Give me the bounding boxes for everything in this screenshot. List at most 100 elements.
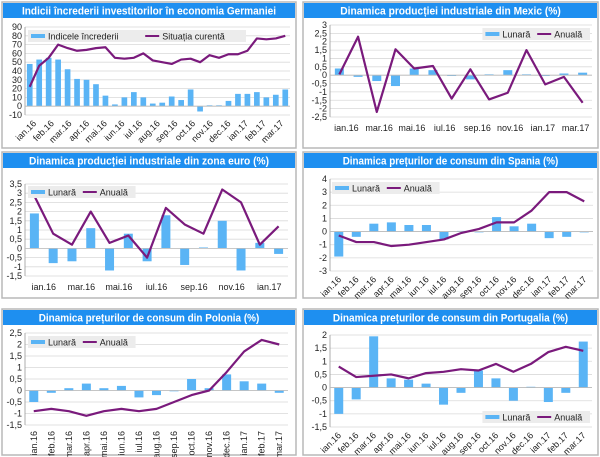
x-tick-label: mar.17 <box>562 123 590 133</box>
x-tick-label: mar.16 <box>68 282 96 292</box>
bar <box>239 381 249 391</box>
chart-panel: Dinamica prețurilor de consum din Portug… <box>302 308 599 457</box>
bar <box>484 74 494 76</box>
y-tick-label: -2 <box>319 104 327 114</box>
bar <box>48 248 58 264</box>
x-tick-label: iun.16 <box>116 431 126 456</box>
chart-title: Dinamica prețurilor de consum din Portug… <box>333 313 568 325</box>
bar <box>131 92 137 107</box>
bar <box>334 387 344 414</box>
bar <box>578 341 588 388</box>
y-tick-label: -1 <box>319 409 327 419</box>
y-tick-label: 2,5 <box>9 197 22 207</box>
panel-border <box>1 151 297 299</box>
y-tick-label: 60 <box>12 48 22 58</box>
bar <box>187 379 197 391</box>
legend-label: Indicele încrederii <box>48 32 119 42</box>
x-tick-label: iul.16 <box>434 123 456 133</box>
x-tick-label: feb.16 <box>46 431 56 456</box>
legend: Indicele încrederii Situația curentă <box>28 30 246 42</box>
bar <box>149 103 156 107</box>
x-tick-label: mar.17 <box>274 431 284 457</box>
chart-panel: Dinamica prețurilor de consum din Poloni… <box>1 308 297 457</box>
bar <box>562 231 572 237</box>
bar <box>29 390 39 402</box>
bar <box>263 97 270 107</box>
bar <box>64 388 74 391</box>
bar <box>439 387 449 405</box>
x-tick-label: ian.16 <box>32 282 57 292</box>
y-tick-label: 20 <box>12 84 22 94</box>
x-tick-label: nov.16 <box>218 282 244 292</box>
y-tick-label: 2 <box>17 340 22 350</box>
x-tick-label: ian.16 <box>334 123 359 133</box>
bar <box>540 75 550 77</box>
bar <box>216 105 222 107</box>
y-tick-label: 1,5 <box>314 343 327 353</box>
y-tick-label: -10 <box>9 110 22 120</box>
x-tick-label: ian.17 <box>239 431 249 456</box>
legend-label: Lunară <box>48 188 76 198</box>
bar <box>123 233 133 249</box>
legend-label: Anuală <box>100 188 128 198</box>
bar <box>64 69 71 107</box>
y-tick-label: -0,5 <box>311 396 327 406</box>
y-tick-label: 3 <box>17 188 22 198</box>
line-series <box>28 34 286 88</box>
legend-label: Situația curentă <box>162 32 225 42</box>
legend-bar-swatch <box>335 186 349 190</box>
y-tick-label: 90 <box>12 22 22 32</box>
line-series <box>33 188 280 259</box>
legend-label: Anuală <box>554 413 582 423</box>
legend-bar-swatch <box>31 340 45 344</box>
x-tick-label: ian.16 <box>29 431 39 456</box>
bar <box>86 228 96 249</box>
y-tick-label: 0 <box>322 227 327 237</box>
y-tick-label: 0 <box>322 70 327 80</box>
bar <box>456 387 466 393</box>
bar <box>45 57 52 107</box>
x-tick-label: sep.16 <box>464 123 491 133</box>
x-tick-label: ian.17 <box>257 282 282 292</box>
y-tick-label: 2 <box>322 37 327 47</box>
x-tick-label: mar.16 <box>365 123 393 133</box>
bar <box>93 84 99 107</box>
bar <box>503 70 513 76</box>
bar <box>274 390 284 393</box>
y-tick-label: -0,5 <box>6 253 22 263</box>
y-tick-label: 1 <box>322 53 327 63</box>
bar <box>508 387 518 401</box>
bar <box>161 215 171 249</box>
legend-bar-swatch <box>31 190 45 194</box>
x-tick-label: iul.16 <box>134 431 144 453</box>
bar <box>559 73 569 76</box>
y-tick-label: 0 <box>322 383 327 393</box>
bar <box>168 96 175 107</box>
x-tick-label: ian.17 <box>531 123 556 133</box>
bar <box>178 100 184 107</box>
legend-bar-swatch <box>485 415 500 419</box>
bar <box>561 387 571 393</box>
x-tick-label: apr.16 <box>81 431 91 456</box>
bar <box>121 97 128 107</box>
y-tick-label: 70 <box>12 40 22 50</box>
y-tick-label: 0,5 <box>9 374 22 384</box>
bar <box>197 106 203 112</box>
legend-label: Anuală <box>404 184 432 194</box>
bar <box>351 387 361 400</box>
legend: Lunară Anuală <box>28 186 136 198</box>
bar <box>334 68 344 76</box>
bar <box>244 93 251 107</box>
y-tick-label: -1 <box>319 87 327 97</box>
y-tick-label: 0,5 <box>314 369 327 379</box>
panel-border <box>302 308 599 456</box>
y-tick-label: 0 <box>17 101 22 111</box>
y-tick-label: 0 <box>17 386 22 396</box>
bar <box>421 383 431 388</box>
y-tick-label: 2 <box>17 207 22 217</box>
legend-bg <box>482 28 590 40</box>
x-tick-label: nov.16 <box>204 431 214 457</box>
chart-title: Dinamica prețurilor de consum din Spania… <box>343 156 559 168</box>
y-tick-label: -0,5 <box>6 397 22 407</box>
bar <box>112 104 118 107</box>
